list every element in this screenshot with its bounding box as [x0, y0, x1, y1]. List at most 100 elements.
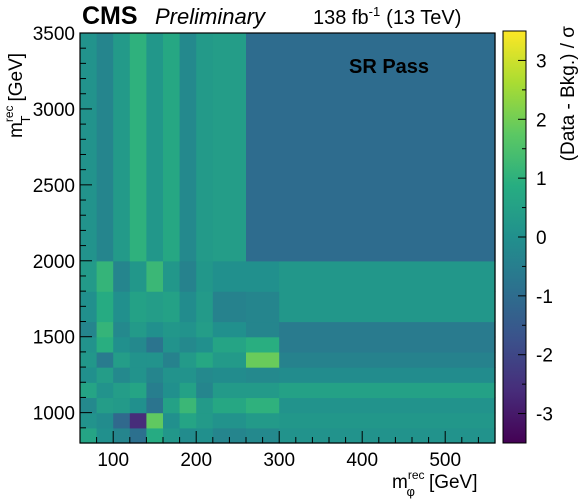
heatmap-cell [146, 321, 164, 338]
heatmap-cell [146, 351, 164, 368]
colorbar-tick-label: 2 [536, 110, 547, 131]
colorbar-tick-label: -1 [536, 287, 553, 308]
heatmap-cell [80, 412, 98, 429]
heatmap-cell [179, 427, 197, 444]
heatmap-cell [80, 427, 98, 444]
heatmap-cell [196, 382, 214, 399]
heatmap-cell [113, 260, 131, 292]
heatmap-cell [129, 351, 147, 368]
heatmap-cell [96, 291, 114, 323]
heatmap-cell [146, 427, 164, 444]
heatmap-cell [196, 427, 214, 444]
heatmap-cell [196, 367, 214, 383]
heatmap-cell [129, 33, 147, 262]
y-axis-label-sup: rec [2, 106, 16, 123]
heatmap-cell [246, 351, 280, 368]
heatmap-cell [179, 291, 197, 323]
heatmap-cell [113, 351, 131, 368]
y-tick-label: 1500 [33, 328, 75, 349]
y-axis-label-unit: [GeV] [6, 53, 27, 102]
heatmap-cell [80, 260, 98, 292]
y-axis-label-var: m [6, 122, 27, 138]
x-axis-label-sup: rec [408, 468, 425, 482]
colorbar-ticks: -3 -2 -1 0 1 2 3 [518, 30, 553, 444]
y-axis-ticks: 1000 1500 2000 2500 3000 3500 [33, 24, 92, 444]
heatmap-cell [146, 336, 164, 353]
heatmap-cell [96, 321, 114, 338]
heatmap-cell [196, 291, 214, 323]
heatmap-cell [129, 291, 147, 323]
heatmap-cell [113, 33, 131, 262]
heatmap-cell [279, 33, 496, 262]
x-axis-label-unit: [GeV] [429, 472, 478, 493]
y-tick-label: 3000 [33, 100, 75, 121]
heatmap-cell [179, 321, 197, 338]
heatmap-cell [279, 336, 496, 353]
heatmap-cell [96, 336, 114, 353]
heatmap-cell [163, 427, 181, 444]
heatmap-cell [146, 33, 164, 262]
x-axis-ticks: 100 200 300 400 500 [79, 431, 496, 471]
heatmap-cell [96, 351, 114, 368]
heatmap-cell [212, 427, 247, 444]
heatmap-cell [80, 336, 98, 353]
heatmap-cell [279, 427, 496, 444]
heatmap-cell [163, 382, 181, 399]
heatmap-cell [279, 367, 496, 383]
heatmap-cell [246, 33, 280, 262]
colorbar-tick-label: -2 [536, 346, 553, 367]
heatmap-cell [96, 397, 114, 414]
heatmap-cell [80, 33, 98, 262]
heatmap-cell [279, 260, 496, 292]
heatmap-cell [279, 291, 496, 323]
heatmap-cell [163, 33, 181, 262]
heatmap-cell [179, 351, 197, 368]
heatmap-cell [179, 336, 197, 353]
heatmap-cell [163, 291, 181, 323]
heatmap-cell [179, 397, 197, 414]
heatmap-cell [163, 412, 181, 429]
heatmap-cell [196, 321, 214, 338]
y-tick-label: 2500 [33, 176, 75, 197]
heatmap-cell [246, 382, 280, 399]
heatmap-cell [163, 260, 181, 292]
heatmap-cell [212, 321, 247, 338]
y-axis-label-sub: T [18, 116, 33, 124]
heatmap-cell [146, 367, 164, 383]
heatmap-cell [212, 397, 247, 414]
heatmap-cell [163, 367, 181, 383]
y-tick-label: 3500 [33, 24, 75, 45]
heatmap-cell [129, 321, 147, 338]
colorbar-tick-label: 1 [536, 169, 547, 190]
heatmap-cell [163, 321, 181, 338]
heatmap-cell [212, 336, 247, 353]
heatmap-cell [80, 351, 98, 368]
heatmap-cell [129, 260, 147, 292]
y-tick-label: 1000 [33, 404, 75, 425]
heatmap-cell [196, 33, 214, 262]
lumi-label: 138 fb-1 (13 TeV) [313, 4, 461, 29]
x-tick-label: 500 [429, 450, 461, 471]
heatmap-cell [146, 291, 164, 323]
heatmap-cell [96, 382, 114, 399]
heatmap-cell [129, 336, 147, 353]
heatmap-cell [80, 367, 98, 383]
heatmap-cell [113, 321, 131, 338]
heatmap-cell [129, 412, 147, 429]
heatmap-cell [212, 412, 247, 429]
heatmap-cell [96, 367, 114, 383]
heatmap-cell [113, 291, 131, 323]
heatmap-cell [179, 382, 197, 399]
heatmap-cell [246, 367, 280, 383]
heatmap-cell [196, 260, 214, 292]
y-tick-label: 2000 [33, 252, 75, 273]
heatmap-cell [179, 367, 197, 383]
heatmap-cell [129, 397, 147, 414]
heatmap-cell [246, 412, 280, 429]
heatmap-cell [129, 427, 147, 444]
y-axis-label: mrec T [GeV] [2, 53, 33, 138]
heatmap-cell [96, 33, 114, 262]
heatmap-cell [80, 321, 98, 338]
heatmap-cell [96, 412, 114, 429]
